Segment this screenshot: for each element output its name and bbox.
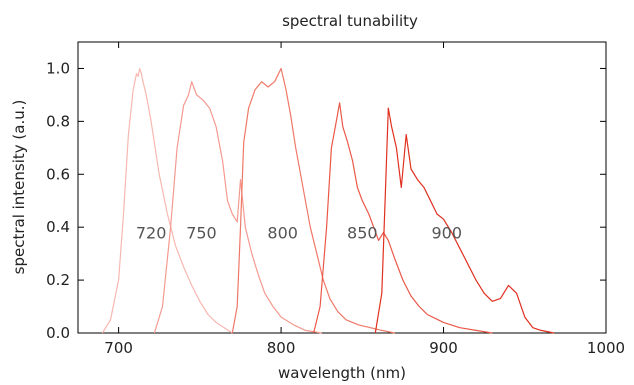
y-tick-label: 0.0: [46, 324, 70, 342]
plot-frame: [77, 41, 607, 334]
x-tick-label: 700: [104, 339, 133, 357]
series-label-720: 720: [136, 223, 167, 242]
y-tick-label: 1.0: [46, 59, 70, 77]
spectrum-800: [231, 67, 395, 334]
x-tick-label: 800: [267, 339, 296, 357]
series-label-900: 900: [432, 223, 463, 242]
spectrum-750: [153, 81, 322, 334]
x-tick-label: 900: [429, 339, 458, 357]
series-labels: 720 750 800 850 900: [136, 223, 462, 242]
y-tick-label: 0.6: [46, 165, 70, 183]
axis-ticks: [78, 42, 607, 334]
series-label-800: 800: [267, 223, 298, 242]
spectrum-900: [374, 107, 555, 334]
series-label-750: 750: [186, 223, 217, 242]
y-tick-label: 0.8: [46, 112, 70, 130]
spectrum-850: [313, 102, 493, 334]
tick-labels: 700 800 900 1000 0.0 0.2 0.4 0.6 0.8 1.0: [46, 59, 625, 357]
spectrum-720: [101, 67, 233, 334]
x-tick-label: 1000: [587, 339, 625, 357]
y-tick-label: 0.4: [46, 218, 70, 236]
series-label-850: 850: [347, 223, 378, 242]
x-axis-label: wavelength (nm): [278, 364, 406, 382]
chart-title: spectral tunability: [282, 12, 418, 30]
y-axis-label: spectral intensity (a.u.): [10, 100, 28, 275]
spectra: [101, 67, 555, 334]
y-tick-label: 0.2: [46, 271, 70, 289]
